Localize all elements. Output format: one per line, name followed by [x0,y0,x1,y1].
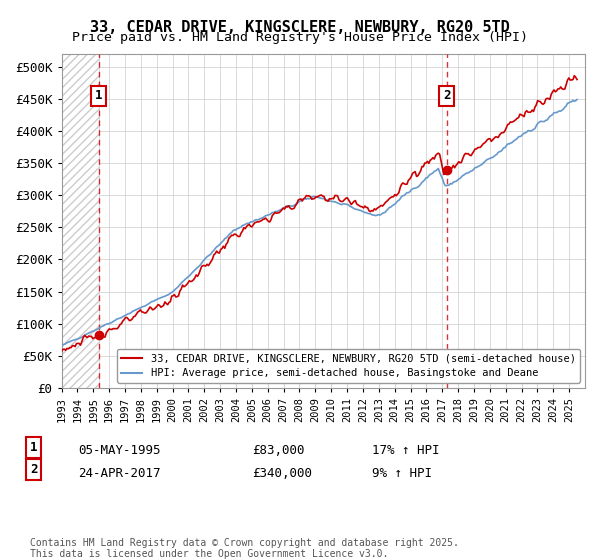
33, CEDAR DRIVE, KINGSCLERE, NEWBURY, RG20 5TD (semi-detached house) [364,204,371,211]
Text: £83,000: £83,000 [252,444,305,458]
33, CEDAR DRIVE, KINGSCLERE, NEWBURY, RG20 5TD (semi-detached house) [574,76,581,83]
Line: 33, CEDAR DRIVE, KINGSCLERE, NEWBURY, RG20 5TD (semi-detached house): 33, CEDAR DRIVE, KINGSCLERE, NEWBURY, RG… [62,76,577,352]
Text: Contains HM Land Registry data © Crown copyright and database right 2025.
This d: Contains HM Land Registry data © Crown c… [30,538,459,559]
HPI: Average price, semi-detached house, Basingstoke and Deane: (2.01e+03, 2.83e+05): Average price, semi-detached house, Basi… [288,203,295,209]
33, CEDAR DRIVE, KINGSCLERE, NEWBURY, RG20 5TD (semi-detached house) [571,72,578,79]
33, CEDAR DRIVE, KINGSCLERE, NEWBURY, RG20 5TD (semi-detached house) [58,348,65,355]
Text: 33, CEDAR DRIVE, KINGSCLERE, NEWBURY, RG20 5TD: 33, CEDAR DRIVE, KINGSCLERE, NEWBURY, RG… [90,20,510,35]
Text: Price paid vs. HM Land Registry's House Price Index (HPI): Price paid vs. HM Land Registry's House … [72,31,528,44]
33, CEDAR DRIVE, KINGSCLERE, NEWBURY, RG20 5TD (semi-detached house) [342,195,349,202]
HPI: Average price, semi-detached house, Basingstoke and Deane: (2.01e+03, 2.86e+05): Average price, semi-detached house, Basi… [342,201,349,208]
Text: 1: 1 [95,90,103,102]
HPI: Average price, semi-detached house, Basingstoke and Deane: (2.01e+03, 2.72e+05): Average price, semi-detached house, Basi… [364,210,371,217]
HPI: Average price, semi-detached house, Basingstoke and Deane: (2.02e+03, 3.22e+05): Average price, semi-detached house, Basi… [452,178,460,185]
HPI: Average price, semi-detached house, Basingstoke and Deane: (2.03e+03, 4.49e+05): Average price, semi-detached house, Basi… [574,96,581,103]
Text: 2: 2 [30,463,37,476]
HPI: Average price, semi-detached house, Basingstoke and Deane: (1.99e+03, 6.62e+04): Average price, semi-detached house, Basi… [58,342,65,349]
33, CEDAR DRIVE, KINGSCLERE, NEWBURY, RG20 5TD (semi-detached house) [151,306,158,312]
HPI: Average price, semi-detached house, Basingstoke and Deane: (2.02e+03, 3.19e+05): Average price, semi-detached house, Basi… [440,180,448,186]
Text: 9% ↑ HPI: 9% ↑ HPI [372,466,432,480]
Text: 24-APR-2017: 24-APR-2017 [78,466,161,480]
Text: 2: 2 [443,90,451,102]
Text: 1: 1 [30,441,37,454]
Text: £340,000: £340,000 [252,466,312,480]
33, CEDAR DRIVE, KINGSCLERE, NEWBURY, RG20 5TD (semi-detached house) [452,162,460,169]
Legend: 33, CEDAR DRIVE, KINGSCLERE, NEWBURY, RG20 5TD (semi-detached house), HPI: Avera: 33, CEDAR DRIVE, KINGSCLERE, NEWBURY, RG… [117,349,580,382]
33, CEDAR DRIVE, KINGSCLERE, NEWBURY, RG20 5TD (semi-detached house) [288,206,295,212]
HPI: Average price, semi-detached house, Basingstoke and Deane: (2e+03, 1.35e+05): Average price, semi-detached house, Basi… [151,297,158,304]
33, CEDAR DRIVE, KINGSCLERE, NEWBURY, RG20 5TD (semi-detached house) [440,171,448,178]
Text: 17% ↑ HPI: 17% ↑ HPI [372,444,439,458]
Line: HPI: Average price, semi-detached house, Basingstoke and Deane: HPI: Average price, semi-detached house,… [62,100,577,346]
Text: 05-MAY-1995: 05-MAY-1995 [78,444,161,458]
